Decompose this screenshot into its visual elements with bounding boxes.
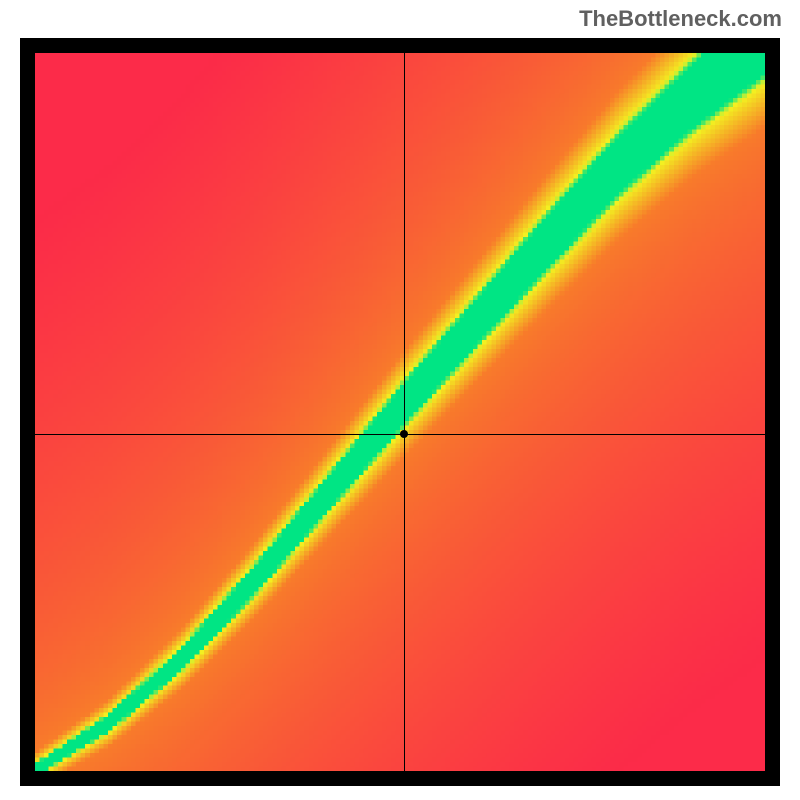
crosshair-vertical [404, 53, 405, 771]
heatmap-plot [35, 53, 765, 771]
heatmap-canvas [35, 53, 765, 771]
marker-point [400, 430, 408, 438]
chart-container: TheBottleneck.com [0, 0, 800, 800]
watermark-text: TheBottleneck.com [579, 6, 782, 32]
